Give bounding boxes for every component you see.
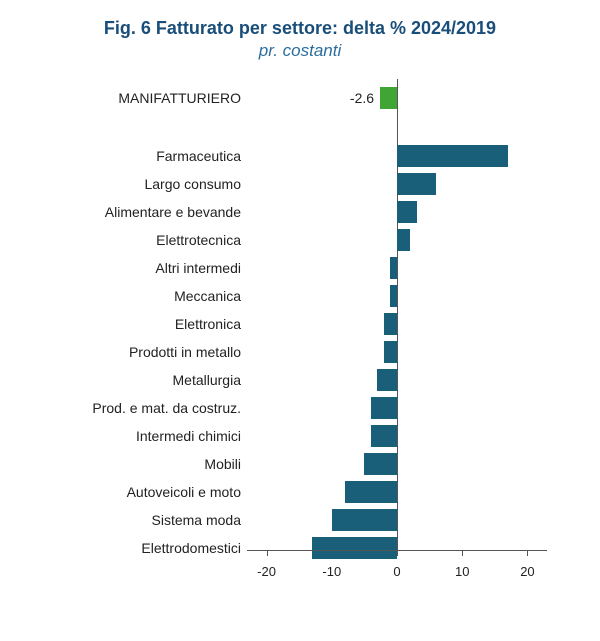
value-label: -2.6 xyxy=(350,90,374,106)
bar xyxy=(390,285,397,307)
category-label: Altri intermedi xyxy=(22,260,241,276)
bar xyxy=(371,397,397,419)
chart-container: Fig. 6 Fatturato per settore: delta % 20… xyxy=(0,0,600,641)
category-label: Metallurgia xyxy=(22,372,241,388)
bar xyxy=(397,173,436,195)
bar xyxy=(377,369,397,391)
category-label: Intermedi chimici xyxy=(22,428,241,444)
bar-row: Elettrotecnica xyxy=(22,229,538,251)
bar-row: Altri intermedi xyxy=(22,257,538,279)
bar-row: Sistema moda xyxy=(22,509,538,531)
bar-row: Metallurgia xyxy=(22,369,538,391)
bar xyxy=(390,257,397,279)
chart-subtitle: pr. costanti xyxy=(22,41,578,61)
bar-row: Prodotti in metallo xyxy=(22,341,538,363)
category-label: Meccanica xyxy=(22,288,241,304)
category-label: Elettrotecnica xyxy=(22,232,241,248)
category-label: Mobili xyxy=(22,456,241,472)
bar-row: Alimentare e bevande xyxy=(22,201,538,223)
bar-row: Autoveicoli e moto xyxy=(22,481,538,503)
bar-row: MANIFATTURIERO -2.6 xyxy=(22,87,538,109)
x-tick-label: 0 xyxy=(393,564,400,579)
x-axis-line xyxy=(247,550,547,551)
bar-row: Farmaceutica xyxy=(22,145,538,167)
x-tick-label: 20 xyxy=(520,564,534,579)
category-label: Elettrodomestici xyxy=(22,540,241,556)
bar xyxy=(397,201,417,223)
x-tick-label: 10 xyxy=(455,564,469,579)
bar-row: Elettrodomestici xyxy=(22,537,538,559)
bar xyxy=(312,537,397,559)
category-label: Prodotti in metallo xyxy=(22,344,241,360)
bar-row: Elettronica xyxy=(22,313,538,335)
bar xyxy=(384,341,397,363)
bar xyxy=(380,87,397,109)
category-label: Elettronica xyxy=(22,316,241,332)
bar xyxy=(371,425,397,447)
bar xyxy=(397,229,410,251)
category-label: Autoveicoli e moto xyxy=(22,484,241,500)
bar xyxy=(397,145,508,167)
chart-title: Fig. 6 Fatturato per settore: delta % 20… xyxy=(22,18,578,39)
category-label: Prod. e mat. da costruz. xyxy=(22,400,241,416)
chart-plot-area: -20 -10 0 10 20 MANIFATTURIERO -2.6 Farmaceutic… xyxy=(22,79,538,579)
bar xyxy=(364,453,397,475)
bar-row: Meccanica xyxy=(22,285,538,307)
bar xyxy=(384,313,397,335)
bar-row: Mobili xyxy=(22,453,538,475)
category-label: Sistema moda xyxy=(22,512,241,528)
category-label: Farmaceutica xyxy=(22,148,241,164)
bar-row: Prod. e mat. da costruz. xyxy=(22,397,538,419)
x-tick-label: -10 xyxy=(322,564,341,579)
bar xyxy=(332,509,397,531)
bar-row: Largo consumo xyxy=(22,173,538,195)
bar xyxy=(345,481,397,503)
category-label: MANIFATTURIERO xyxy=(22,90,241,106)
x-tick-label: -20 xyxy=(257,564,276,579)
category-label: Alimentare e bevande xyxy=(22,204,241,220)
category-label: Largo consumo xyxy=(22,176,241,192)
bar-row: Intermedi chimici xyxy=(22,425,538,447)
